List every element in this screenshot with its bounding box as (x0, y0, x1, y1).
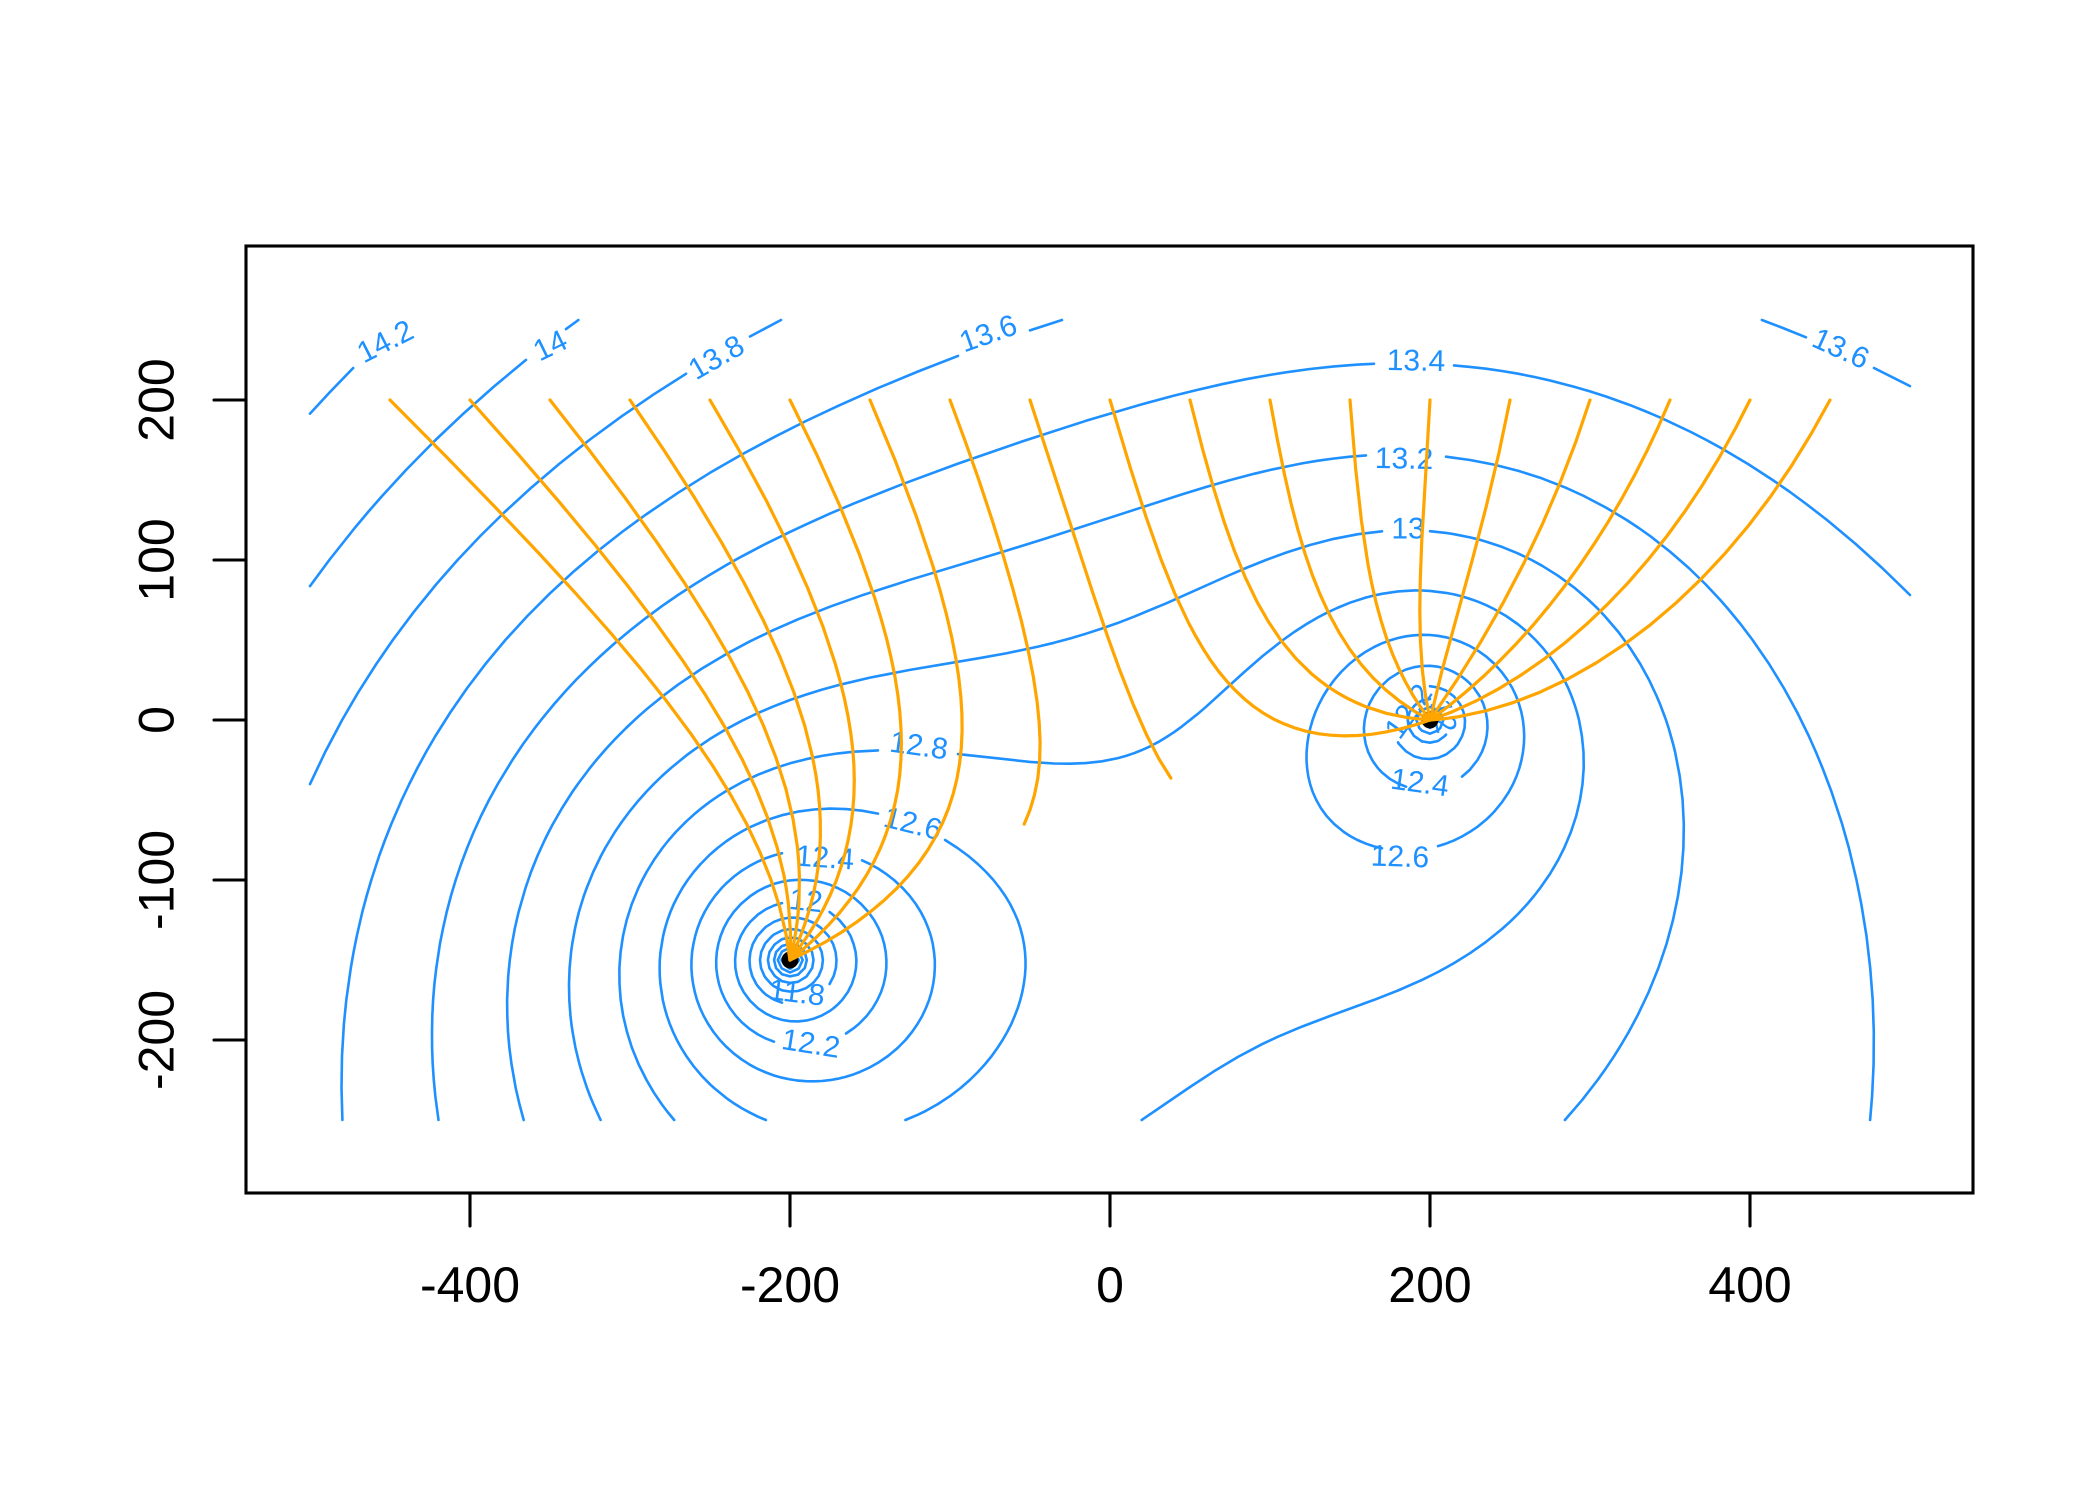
svg-text:12.4: 12.4 (1389, 763, 1451, 804)
svg-text:12.8: 12.8 (888, 726, 950, 767)
svg-text:13.4: 13.4 (1386, 344, 1445, 378)
svg-text:200: 200 (1388, 1257, 1471, 1313)
svg-text:-200: -200 (129, 990, 185, 1090)
svg-text:0: 0 (1096, 1257, 1124, 1313)
svg-text:11.8: 11.8 (767, 973, 827, 1013)
svg-text:-200: -200 (740, 1257, 840, 1313)
svg-text:13.2: 13.2 (1375, 442, 1434, 476)
svg-text:12: 12 (788, 883, 825, 919)
svg-text:-400: -400 (420, 1257, 520, 1313)
svg-text:0: 0 (129, 706, 185, 734)
svg-text:13: 13 (1391, 512, 1424, 545)
svg-text:400: 400 (1708, 1257, 1791, 1313)
svg-text:-100: -100 (129, 830, 185, 930)
svg-text:100: 100 (129, 518, 185, 601)
svg-text:200: 200 (129, 358, 185, 441)
svg-text:12.6: 12.6 (1370, 839, 1430, 874)
